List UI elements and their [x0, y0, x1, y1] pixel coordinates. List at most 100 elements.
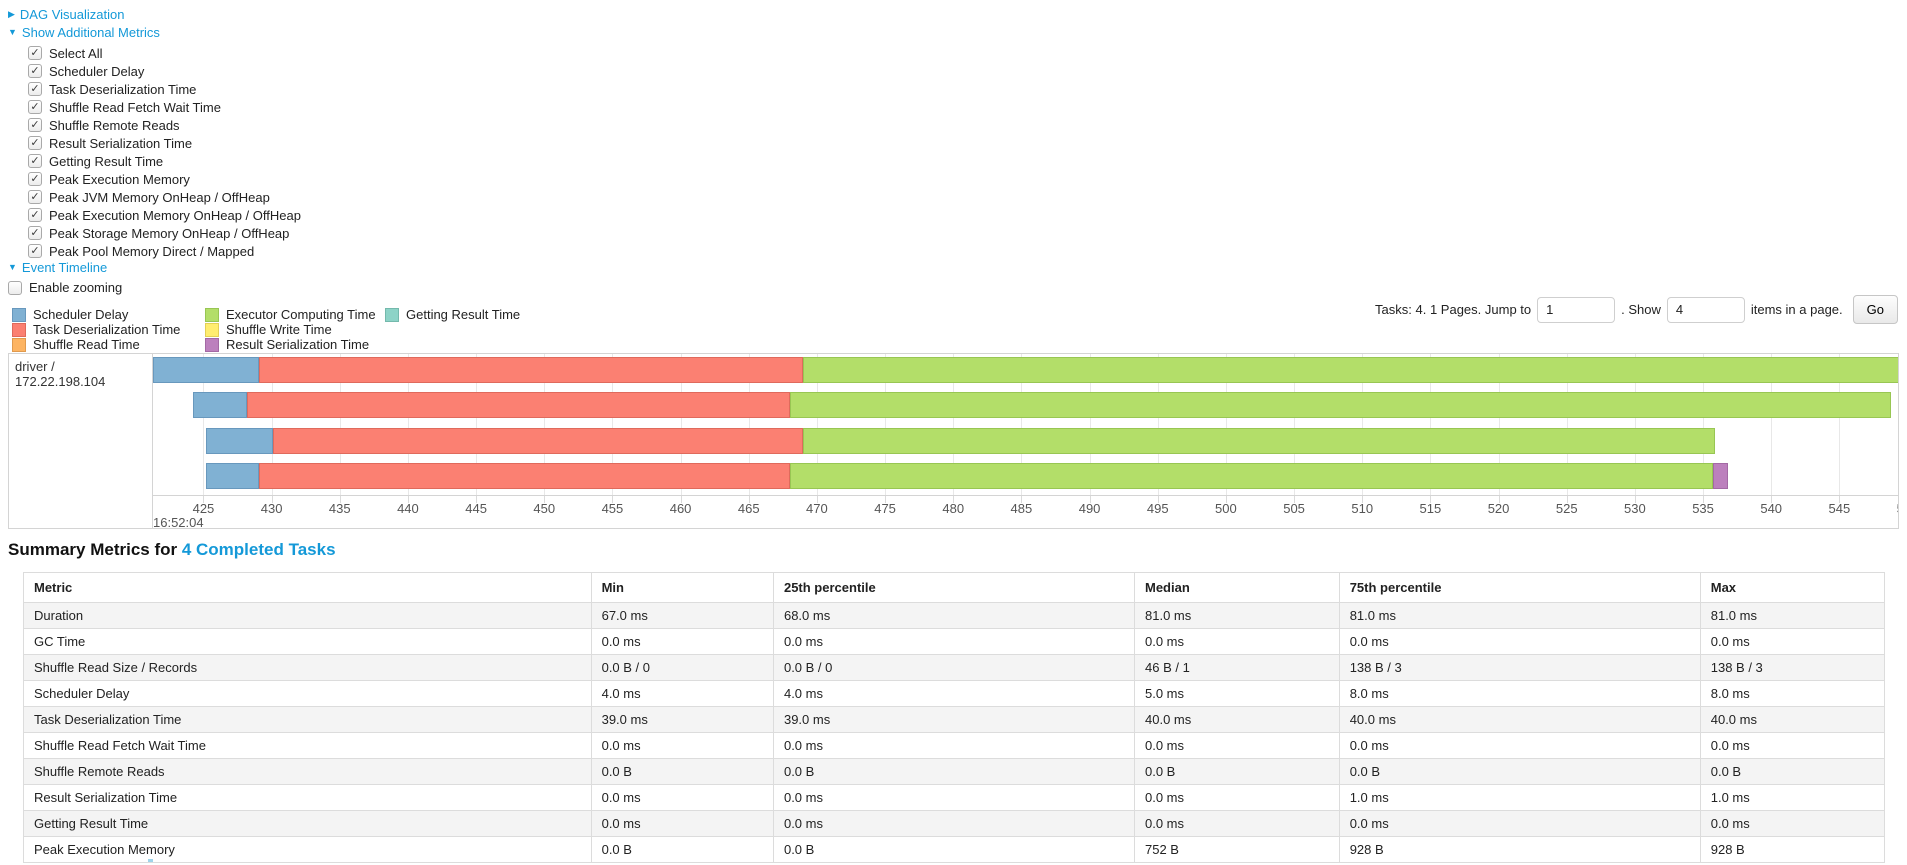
- task-bar-task-deserialization[interactable]: [247, 392, 790, 419]
- table-cell: 0.0 ms: [1699, 732, 1886, 759]
- task-bar-executor-computing[interactable]: [803, 427, 1716, 454]
- legend-column: Scheduler Delay Task Deserialization Time…: [12, 307, 205, 352]
- axis-tick-mark: [476, 496, 478, 503]
- axis-tick-mark: [1430, 496, 1432, 503]
- task-pagination: Tasks: 4. 1 Pages. Jump to . Show items …: [1375, 295, 1898, 324]
- axis-tick-mark: [407, 496, 409, 503]
- table-row: Task Deserialization Time 39.0 ms 39.0 ms 4…: [23, 706, 1886, 733]
- table-cell: 0.0 B: [590, 758, 774, 785]
- axis-tick-mark: [1294, 496, 1296, 503]
- axis-tick-label: 515: [1419, 501, 1442, 516]
- table-cell: 8.0 ms: [1338, 680, 1701, 707]
- metric-checkbox[interactable]: ✓: [28, 190, 42, 204]
- table-cell: 0.0 ms: [1134, 628, 1340, 655]
- legend-column: Executor Computing Time Shuffle Write Tim…: [205, 307, 385, 352]
- scheduler-delay-legend-swatch: [12, 307, 26, 322]
- items-per-page-input[interactable]: [1666, 296, 1745, 323]
- task-bar-executor-computing[interactable]: [789, 392, 1892, 419]
- metric-checkbox-label: Peak Storage Memory OnHeap / OffHeap: [49, 225, 290, 241]
- table-cell: Duration: [23, 602, 592, 629]
- axis-tick-mark: [1157, 496, 1159, 503]
- metric-checkbox[interactable]: ✓: [28, 64, 42, 78]
- table-header-row: Metric Min 25th percentile Median 75th perce…: [23, 572, 1886, 603]
- task-bar-scheduler-delay[interactable]: [206, 427, 273, 454]
- axis-tick-mark: [1771, 496, 1773, 503]
- task-bar-result-serialization[interactable]: [1712, 462, 1728, 489]
- metric-checkbox[interactable]: ✓: [28, 118, 42, 132]
- table-row: Peak Execution Memory 0.0 B 0.0 B 752 B 928 …: [23, 836, 1886, 863]
- jump-to-page-input[interactable]: [1537, 296, 1616, 323]
- axis-tick-mark: [680, 496, 682, 503]
- axis-tick-mark: [1498, 496, 1500, 503]
- metric-checkbox-row: ✓ Result Serialization Time: [28, 134, 301, 152]
- task-bar-task-deserialization[interactable]: [259, 462, 790, 489]
- table-cell: 0.0 ms: [772, 784, 1136, 811]
- metric-checkbox[interactable]: ✓: [28, 100, 42, 114]
- axis-tick-label: 490: [1078, 501, 1101, 516]
- metric-checkbox-row: ✓ Getting Result Time: [28, 152, 301, 170]
- metric-checkbox[interactable]: ✓: [28, 136, 42, 150]
- event-timeline-toggle[interactable]: ▼ Event Timeline: [8, 260, 107, 275]
- table-cell: Peak Execution Memory: [23, 836, 592, 863]
- table-cell: 40.0 ms: [1134, 706, 1340, 733]
- legend-item-label: Shuffle Read Time: [33, 337, 140, 352]
- dag-visualization-toggle[interactable]: ▶ DAG Visualization: [8, 7, 124, 22]
- axis-tick-label: 470: [806, 501, 828, 516]
- summary-metrics-table: Metric Min 25th percentile Median 75th perce…: [23, 572, 1886, 863]
- table-cell: 0.0 ms: [1699, 628, 1886, 655]
- table-header-cell: 75th percentile: [1338, 572, 1701, 603]
- legend-item: Getting Result Time: [385, 307, 520, 322]
- timeline-gridline: [407, 354, 409, 495]
- metric-checkbox[interactable]: ✓: [28, 244, 42, 258]
- completed-tasks-link[interactable]: 4 Completed Tasks: [181, 540, 336, 559]
- table-row: Getting Result Time 0.0 ms 0.0 ms 0.0 ms 0.0…: [23, 810, 1886, 837]
- legend-column: Getting Result Time: [385, 307, 520, 352]
- timeline-gridline: [1634, 354, 1636, 495]
- table-cell: 0.0 B: [772, 836, 1136, 863]
- chevron-down-icon: ▼: [8, 262, 17, 272]
- timeline-gridline: [544, 354, 546, 495]
- metric-checkbox[interactable]: ✓: [28, 226, 42, 240]
- table-cell: 0.0 B: [1134, 758, 1340, 785]
- timeline-gridline: [1771, 354, 1773, 495]
- task-bar-executor-computing[interactable]: [803, 357, 1898, 383]
- axis-major-time-label: 16:52:04: [153, 515, 204, 528]
- table-cell: 81.0 ms: [1134, 602, 1340, 629]
- axis-tick-label: 505: [1283, 501, 1305, 516]
- axis-tick-label: 535: [1692, 501, 1714, 516]
- table-cell: 0.0 ms: [590, 732, 774, 759]
- task-bar-scheduler-delay[interactable]: [192, 392, 248, 419]
- table-cell: 0.0 ms: [1699, 810, 1886, 837]
- metric-checkbox[interactable]: ✓: [28, 46, 42, 60]
- show-additional-metrics-toggle[interactable]: ▼ Show Additional Metrics: [8, 25, 160, 40]
- axis-tick-mark: [885, 496, 887, 503]
- axis-tick-mark: [1362, 496, 1364, 503]
- metric-checkbox[interactable]: ✓: [28, 82, 42, 96]
- axis-tick-label: 500: [1215, 501, 1237, 516]
- table-cell: 0.0 B: [1338, 758, 1701, 785]
- metric-checkbox[interactable]: ✓: [28, 154, 42, 168]
- table-cell: 0.0 B: [1699, 758, 1886, 785]
- table-header-cell: Metric: [23, 572, 592, 603]
- additional-metrics-checkbox-list: ✓ Select All ✓ Scheduler Delay ✓ Task Deseria…: [28, 44, 301, 260]
- task-bar-task-deserialization[interactable]: [272, 427, 804, 454]
- timeline-gridline: [1089, 354, 1091, 495]
- table-row: Shuffle Read Size / Records 0.0 B / 0 0.0 …: [23, 654, 1886, 681]
- metric-checkbox[interactable]: ✓: [28, 172, 42, 186]
- go-button[interactable]: Go: [1852, 295, 1898, 324]
- metric-checkbox-label: Peak Pool Memory Direct / Mapped: [49, 243, 255, 259]
- legend-item: Shuffle Write Time: [205, 322, 385, 337]
- task-bar-task-deserialization[interactable]: [259, 357, 804, 383]
- table-header-cell: Min: [590, 572, 774, 603]
- table-cell: 752 B: [1134, 836, 1340, 863]
- metric-checkbox[interactable]: ✓: [28, 208, 42, 222]
- enable-zooming-checkbox[interactable]: [8, 280, 22, 295]
- legend-item-label: Scheduler Delay: [33, 307, 129, 322]
- table-cell: 68.0 ms: [772, 602, 1136, 629]
- task-bar-scheduler-delay[interactable]: [206, 462, 260, 489]
- getting-result-legend-swatch: [385, 307, 399, 322]
- shuffle-read-legend-swatch: [12, 337, 26, 352]
- task-bar-executor-computing[interactable]: [789, 462, 1713, 489]
- task-bar-scheduler-delay[interactable]: [153, 357, 260, 383]
- enable-zooming-row: Enable zooming: [8, 280, 122, 295]
